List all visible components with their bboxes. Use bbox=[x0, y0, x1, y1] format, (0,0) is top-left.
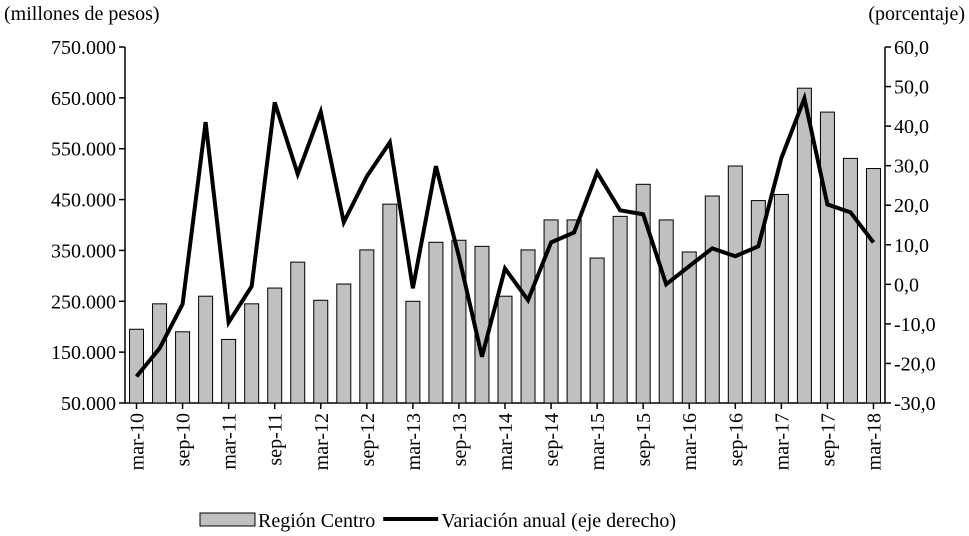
y2-tick-label: 30,0 bbox=[894, 156, 929, 178]
bar bbox=[198, 295, 214, 404]
bar bbox=[865, 168, 881, 404]
y-tick-label: 650.000 bbox=[51, 88, 116, 110]
x-tick-label: mar-18 bbox=[863, 413, 885, 470]
x-tick-label: mar-11 bbox=[219, 413, 241, 470]
y2-tick-label: -30,0 bbox=[894, 393, 936, 415]
y-tick-label: 450.000 bbox=[51, 190, 116, 212]
bar bbox=[451, 239, 467, 404]
bar bbox=[244, 303, 260, 404]
y2-tick-label: 60,0 bbox=[894, 37, 929, 59]
x-tick-label: mar-15 bbox=[587, 413, 609, 470]
bar bbox=[267, 287, 283, 404]
bar bbox=[497, 295, 513, 404]
legend-label: Región Centro bbox=[258, 510, 375, 532]
bar bbox=[405, 300, 421, 404]
line bbox=[134, 91, 876, 378]
bar bbox=[543, 219, 559, 404]
bar bbox=[520, 249, 536, 404]
legend-swatch bbox=[199, 512, 256, 527]
y2-tick-label: 10,0 bbox=[894, 235, 929, 257]
x-tick-label: mar-14 bbox=[495, 413, 517, 470]
y2-tick-label: -20,0 bbox=[894, 353, 936, 375]
y2-tick-label: 40,0 bbox=[894, 116, 929, 138]
bar bbox=[221, 338, 237, 404]
bar bbox=[635, 183, 651, 404]
y2-tick-label: 50,0 bbox=[894, 77, 929, 99]
x-tick-label: sep-12 bbox=[357, 413, 379, 466]
bar bbox=[589, 257, 605, 404]
bar bbox=[428, 241, 444, 404]
y-tick-label: 750.000 bbox=[51, 37, 116, 59]
y2-axis-title: (porcentaje) bbox=[868, 3, 965, 25]
bar bbox=[612, 215, 628, 404]
x-tick-label: sep-10 bbox=[173, 413, 195, 466]
bar bbox=[175, 331, 191, 404]
x-tick-label: sep-15 bbox=[633, 413, 655, 466]
bar bbox=[313, 299, 329, 404]
bar bbox=[129, 328, 145, 404]
bar bbox=[658, 219, 674, 404]
x-tick-label: sep-13 bbox=[449, 413, 471, 466]
y-tick-label: 150.000 bbox=[51, 342, 116, 364]
y2-tick-label: 20,0 bbox=[894, 195, 929, 217]
bar bbox=[359, 249, 375, 404]
y-tick-label: 250.000 bbox=[51, 291, 116, 313]
bar bbox=[152, 303, 168, 404]
x-tick-label: sep-17 bbox=[817, 413, 839, 466]
bar bbox=[566, 219, 582, 404]
x-tick-label: sep-14 bbox=[541, 413, 563, 466]
x-tick-label: mar-10 bbox=[127, 413, 149, 470]
bar bbox=[681, 251, 697, 404]
y-tick-label: 50.000 bbox=[61, 393, 116, 415]
bar bbox=[750, 200, 766, 404]
bar bbox=[382, 203, 398, 404]
bar bbox=[727, 165, 743, 404]
bar bbox=[842, 157, 858, 404]
x-tick-label: sep-11 bbox=[265, 413, 287, 466]
y-tick-label: 350.000 bbox=[51, 240, 116, 262]
y2-tick-label: 0,0 bbox=[894, 274, 919, 296]
legend-label: Variación anual (eje derecho) bbox=[441, 510, 676, 532]
bar bbox=[474, 245, 490, 404]
x-tick-label: sep-16 bbox=[725, 413, 747, 466]
x-tick-label: mar-13 bbox=[403, 413, 425, 470]
bar bbox=[796, 87, 812, 404]
x-tick-label: mar-12 bbox=[311, 413, 333, 470]
bar bbox=[819, 111, 835, 404]
y-tick-label: 550.000 bbox=[51, 139, 116, 161]
bar bbox=[336, 283, 352, 404]
y2-tick-label: -10,0 bbox=[894, 314, 936, 336]
y-axis-title: (millones de pesos) bbox=[4, 3, 160, 25]
x-tick-label: mar-16 bbox=[679, 413, 701, 470]
bar bbox=[290, 261, 306, 404]
bar bbox=[704, 195, 720, 404]
bar bbox=[773, 193, 789, 404]
x-tick-label: mar-17 bbox=[771, 413, 793, 470]
